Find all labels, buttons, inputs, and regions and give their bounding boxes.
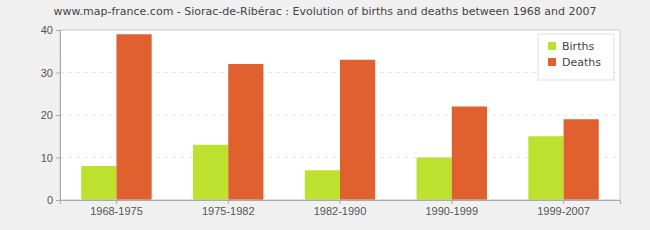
x-axis-line <box>61 201 621 205</box>
bar <box>564 119 599 200</box>
title: www.map-france.com - Siorac-de-Ribérac :… <box>54 5 597 18</box>
y-tick-mark <box>56 158 60 159</box>
legend-label: Deaths <box>562 56 601 69</box>
bar <box>228 64 263 200</box>
y-tick-label: 30 <box>41 67 53 79</box>
legend-box <box>538 34 614 80</box>
background <box>0 0 650 230</box>
x-tick-mark <box>451 200 452 204</box>
x-tick-label: 1975-1982 <box>202 205 255 217</box>
bar <box>305 170 340 200</box>
x-tick-mark <box>228 200 229 204</box>
bar <box>193 145 228 200</box>
chart: www.map-france.com - Siorac-de-Ribérac :… <box>0 0 650 230</box>
y-tick-mark <box>56 30 60 31</box>
y-tick: 10 <box>41 152 60 164</box>
x-tick-label: 1982-1990 <box>314 205 367 217</box>
y-tick-mark <box>56 73 60 74</box>
y-tick-mark <box>56 115 60 116</box>
bar <box>340 60 375 200</box>
bar <box>417 158 452 201</box>
legend-entry: Deaths <box>548 56 601 69</box>
legend: Births Deaths <box>538 34 614 80</box>
legend-label: Births <box>562 40 594 53</box>
x-tick-mark <box>340 200 341 204</box>
x-tick-mark <box>563 200 564 204</box>
x-tick: 1990-1999 <box>425 200 478 217</box>
bar <box>81 166 116 200</box>
y-tick: 0 <box>47 194 60 206</box>
plot-area <box>60 30 620 200</box>
bar <box>528 136 563 200</box>
grid <box>60 30 620 200</box>
x-tick: 1982-1990 <box>314 200 367 217</box>
bars <box>81 34 599 200</box>
y-tick-label: 20 <box>41 109 53 121</box>
y-tick: 40 <box>41 24 60 36</box>
bar <box>116 34 151 200</box>
y-axis-line <box>56 31 61 201</box>
x-tick: 1999-2007 <box>537 200 590 217</box>
legend-swatch <box>548 42 556 50</box>
x-tick-mark <box>116 200 117 204</box>
y-axis: 0 10 20 30 40 <box>41 24 61 206</box>
x-tick: 1975-1982 <box>202 200 255 217</box>
legend-swatch <box>548 58 556 66</box>
plot-frame <box>60 30 620 200</box>
x-tick-label: 1968-1975 <box>90 205 143 217</box>
y-tick-label: 40 <box>41 24 53 36</box>
x-tick-label: 1990-1999 <box>425 205 478 217</box>
x-axis: 1968-1975 1975-1982 1982-1990 1990-1999 1999… <box>61 200 621 217</box>
y-tick-label: 0 <box>47 194 53 206</box>
y-tick: 30 <box>41 67 60 79</box>
y-tick-mark <box>56 200 60 201</box>
y-tick: 20 <box>41 109 60 121</box>
legend-entry: Births <box>548 40 594 53</box>
y-tick-label: 10 <box>41 152 53 164</box>
x-tick-label: 1999-2007 <box>537 205 590 217</box>
bar <box>452 107 487 201</box>
x-tick: 1968-1975 <box>90 200 143 217</box>
